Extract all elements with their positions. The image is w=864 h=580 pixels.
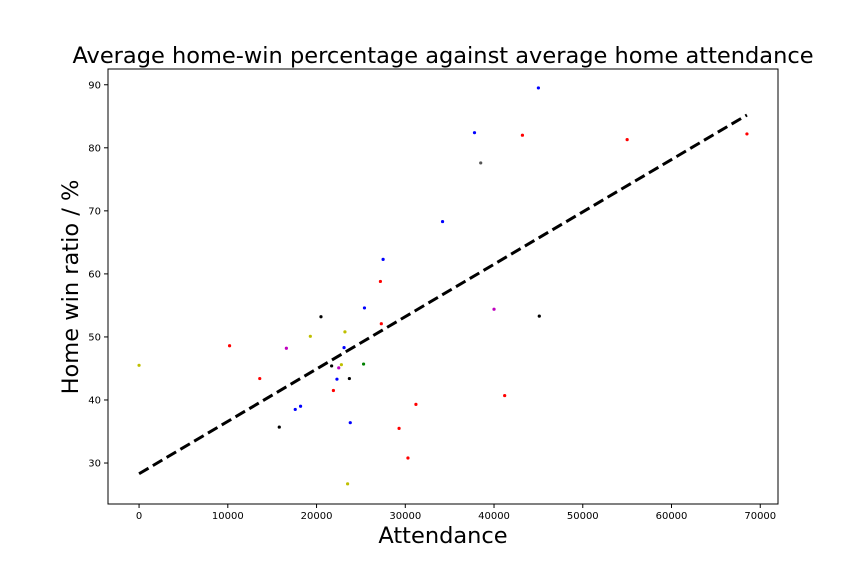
data-point-32	[520, 133, 525, 137]
x-tick-label-1: 10000	[212, 511, 244, 522]
y-tick-label-2: 50	[88, 332, 101, 343]
y-tick-label-1: 40	[88, 395, 101, 406]
data-point-30	[492, 307, 496, 311]
x-tick-label-7: 70000	[744, 511, 776, 522]
data-point-33	[536, 86, 540, 90]
x-tick-label-4: 40000	[478, 511, 510, 522]
y-axis-label: Home win ratio / %	[58, 180, 84, 395]
data-point-13	[339, 363, 343, 367]
data-point-15	[343, 330, 347, 334]
data-point-7	[308, 334, 312, 338]
data-point-2	[258, 376, 262, 381]
y-tick-label-5: 80	[88, 143, 101, 154]
data-point-18	[348, 421, 352, 425]
data-point-17	[347, 376, 351, 381]
data-point-12	[337, 366, 341, 370]
data-point-36	[745, 132, 749, 136]
data-point-35	[625, 138, 629, 142]
data-point-6	[298, 404, 303, 408]
data-point-19	[361, 362, 366, 366]
data-point-24	[397, 426, 401, 430]
data-point-14	[342, 346, 346, 350]
data-point-26	[414, 402, 418, 406]
x-tick-label-6: 60000	[656, 511, 688, 522]
data-point-31	[503, 393, 507, 398]
data-point-1	[227, 344, 232, 348]
data-point-3	[277, 425, 281, 429]
trend-line	[138, 113, 748, 476]
y-tick-label-0: 30	[88, 459, 101, 470]
plot-area-frame	[107, 68, 779, 505]
data-point-23	[381, 257, 385, 261]
y-tick-label-6: 90	[88, 80, 101, 91]
data-point-5	[293, 407, 297, 412]
data-marks	[137, 86, 749, 486]
x-tick-label-0: 0	[136, 511, 142, 522]
data-point-25	[406, 456, 410, 460]
data-point-0	[137, 363, 141, 367]
data-point-34	[537, 314, 541, 318]
data-point-16	[346, 482, 350, 486]
data-point-27	[440, 219, 445, 224]
data-point-22	[379, 322, 383, 326]
data-point-11	[335, 377, 339, 381]
data-point-10	[331, 388, 336, 393]
data-point-28	[472, 131, 477, 135]
x-tick-label-2: 20000	[301, 511, 333, 522]
data-point-21	[378, 279, 383, 284]
x-axis-label: Attendance	[378, 523, 507, 549]
data-point-9	[330, 364, 334, 368]
data-point-20	[362, 306, 367, 310]
x-tick-label-5: 50000	[567, 511, 599, 522]
chart-title: Average home-win percentage against aver…	[72, 43, 813, 69]
data-point-8	[319, 315, 323, 319]
data-point-29	[479, 161, 483, 165]
x-tick-label-3: 30000	[389, 511, 421, 522]
data-point-4	[284, 346, 288, 350]
y-tick-label-3: 60	[88, 269, 101, 280]
axis-ticks: 0 10000 20000 30000 40000 50000 60000 70000 30 40…	[88, 80, 776, 522]
y-tick-label-4: 70	[88, 206, 101, 217]
